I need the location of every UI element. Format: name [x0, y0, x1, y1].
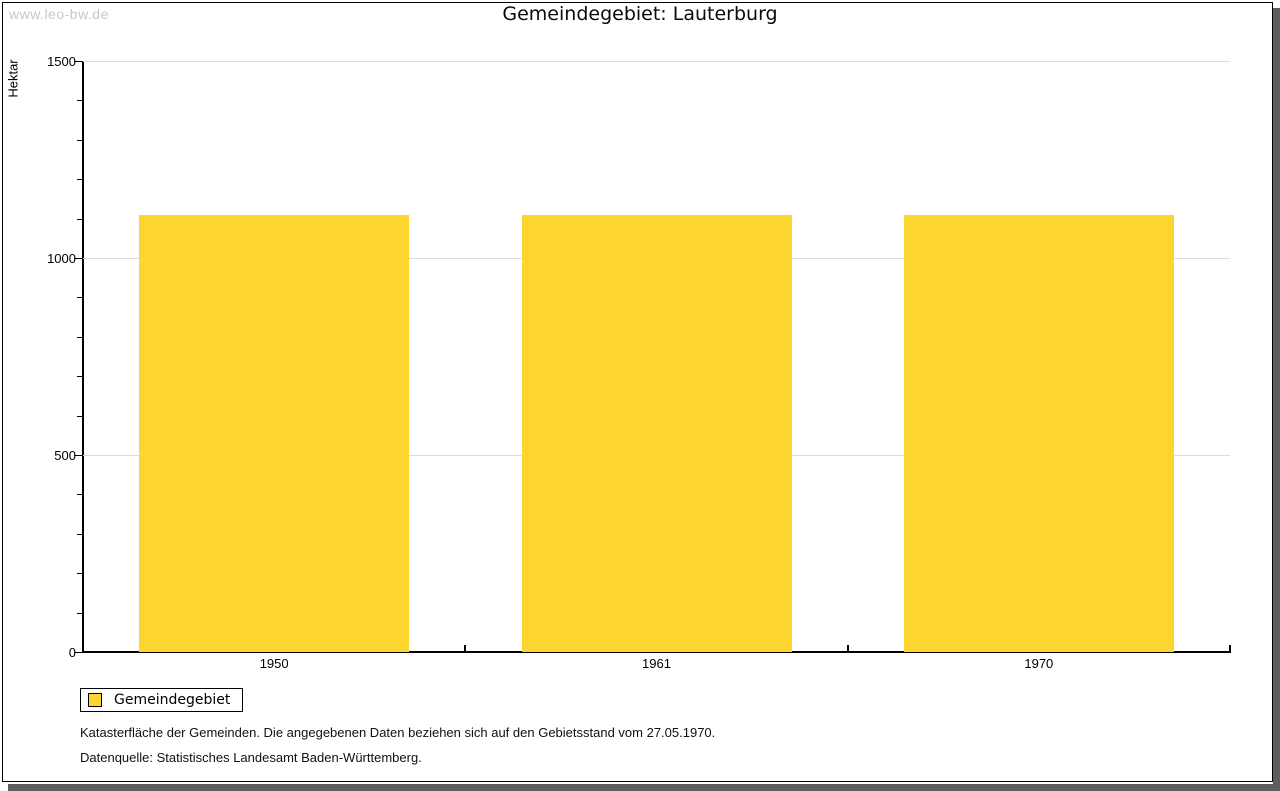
bar-1961 — [521, 214, 792, 652]
frame-shadow-bottom — [8, 784, 1273, 791]
y-minor-tick — [77, 573, 83, 575]
y-major-tick — [74, 258, 83, 259]
legend: Gemeindegebiet — [80, 688, 244, 712]
y-minor-tick — [77, 533, 83, 535]
y-tick-label: 1500 — [47, 54, 76, 69]
legend-label: Gemeindegebiet — [114, 692, 231, 708]
y-major-tick — [74, 652, 83, 653]
x-tick-label: 1961 — [642, 656, 671, 671]
x-tick — [464, 645, 467, 652]
bar-1950 — [139, 214, 410, 652]
y-minor-tick — [77, 218, 83, 220]
chart-title: Gemeindegebiet: Lauterburg — [502, 3, 778, 25]
bar-1970 — [903, 214, 1174, 652]
y-major-tick — [74, 61, 83, 62]
y-minor-tick — [77, 494, 83, 496]
y-tick-label: 0 — [68, 645, 76, 660]
frame-shadow-right — [1273, 8, 1280, 791]
gridline — [83, 61, 1230, 62]
y-minor-tick — [77, 612, 83, 614]
y-minor-tick — [77, 336, 83, 338]
y-minor-tick — [77, 139, 83, 141]
watermark: www.leo-bw.de — [9, 6, 109, 22]
y-minor-tick — [77, 376, 83, 378]
x-tick-label: 1970 — [1024, 656, 1054, 671]
y-tick-label: 500 — [54, 448, 76, 463]
footnote-description: Katasterfläche der Gemeinden. Die angege… — [80, 725, 716, 740]
y-tick-label: 1000 — [47, 251, 76, 266]
footnote-datasource: Datenquelle: Statistisches Landesamt Bad… — [80, 750, 422, 765]
y-major-tick — [74, 455, 83, 456]
x-tick — [846, 645, 849, 652]
y-axis-line — [82, 61, 84, 653]
y-minor-tick — [77, 297, 83, 299]
y-minor-tick — [77, 179, 83, 181]
y-minor-tick — [77, 415, 83, 417]
x-tick — [1229, 645, 1231, 652]
legend-color-swatch — [88, 693, 102, 707]
x-axis-line — [82, 651, 1231, 653]
x-tick-label: 1950 — [259, 656, 289, 671]
y-minor-tick — [77, 100, 83, 102]
